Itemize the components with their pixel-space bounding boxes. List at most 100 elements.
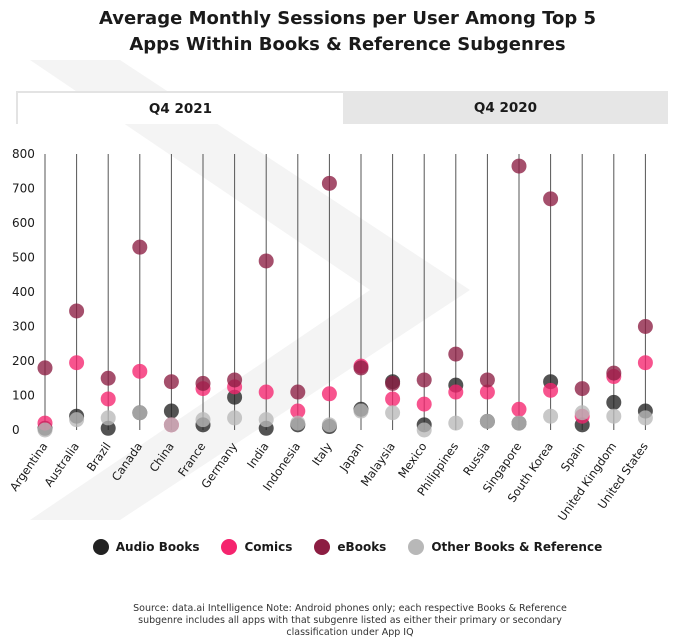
- y-tick-label: 200: [12, 354, 35, 368]
- legend-dot-ebooks: [314, 539, 331, 555]
- data-point: [606, 408, 622, 424]
- data-point: [163, 403, 179, 419]
- legend: Audio Books Comics eBooks Other Books & …: [0, 539, 695, 555]
- x-tick-label: Japan: [336, 440, 366, 475]
- data-point: [37, 360, 53, 376]
- data-point: [163, 374, 179, 390]
- data-point: [448, 346, 464, 362]
- tab-q4-2021[interactable]: Q4 2021: [16, 91, 343, 124]
- data-point: [543, 408, 559, 424]
- data-point: [132, 239, 148, 255]
- y-tick-label: 600: [12, 216, 35, 230]
- data-point: [69, 412, 85, 428]
- x-tick-label: China: [147, 440, 177, 475]
- data-point: [637, 319, 653, 334]
- data-point: [321, 417, 337, 433]
- data-point: [574, 381, 590, 397]
- data-point: [69, 303, 85, 319]
- period-tabs: Q4 2021 Q4 2020: [16, 91, 668, 124]
- chart-title: Average Monthly Sessions per User Among …: [0, 6, 695, 58]
- y-tick-label: 100: [12, 389, 35, 403]
- data-point: [132, 405, 148, 421]
- data-point: [416, 396, 432, 412]
- legend-dot-comics: [221, 539, 238, 555]
- x-tick-label: Canada: [109, 440, 146, 484]
- data-point: [448, 415, 464, 431]
- data-point: [353, 360, 369, 376]
- data-point: [543, 191, 559, 207]
- legend-label-other: Other Books & Reference: [431, 540, 603, 554]
- data-point: [258, 253, 274, 269]
- data-point: [163, 417, 179, 433]
- scatter-chart: 0100200300400500600700800ArgentinaAustra…: [7, 147, 653, 523]
- legend-dot-audio-books: [92, 539, 109, 555]
- y-tick-label: 500: [12, 251, 35, 265]
- y-tick-label: 0: [12, 423, 20, 437]
- source-line-2: subgenre includes all apps with that sub…: [138, 615, 562, 626]
- y-tick-label: 800: [12, 147, 35, 161]
- data-point: [511, 401, 527, 417]
- data-point: [574, 405, 590, 421]
- data-point: [290, 384, 306, 400]
- data-point: [321, 175, 337, 191]
- data-point: [511, 158, 527, 174]
- data-point: [37, 422, 53, 438]
- data-point: [100, 410, 116, 426]
- data-point: [69, 355, 85, 371]
- data-point: [258, 384, 274, 400]
- title-line-1: Average Monthly Sessions per User Among …: [98, 8, 597, 29]
- data-point: [227, 389, 243, 405]
- data-point: [385, 391, 401, 407]
- legend-item-ebooks: eBooks: [314, 539, 386, 555]
- data-point: [258, 412, 274, 428]
- x-tick-label: Argentina: [7, 440, 51, 494]
- legend-item-other: Other Books & Reference: [408, 539, 602, 555]
- title-line-2: Apps Within Books & Reference Subgenres: [129, 34, 566, 55]
- data-point: [385, 375, 401, 391]
- data-point: [543, 382, 559, 398]
- data-point: [195, 375, 211, 391]
- data-point: [227, 372, 243, 388]
- x-tick-label: Spain: [558, 440, 588, 474]
- data-point: [353, 403, 369, 419]
- data-point: [416, 372, 432, 388]
- data-point: [195, 412, 211, 428]
- tab-q4-2020[interactable]: Q4 2020: [343, 91, 668, 124]
- legend-label-comics: Comics: [244, 540, 293, 554]
- data-point: [100, 370, 116, 386]
- x-tick-label: Russia: [460, 440, 493, 478]
- y-tick-label: 300: [12, 320, 35, 334]
- data-point: [511, 415, 527, 431]
- x-tick-label: France: [175, 440, 208, 479]
- data-point: [290, 403, 306, 419]
- data-point: [606, 365, 622, 381]
- data-point: [479, 384, 495, 400]
- x-tick-label: Brazil: [84, 440, 114, 474]
- y-tick-label: 400: [12, 285, 35, 299]
- legend-dot-other: [408, 539, 425, 555]
- data-point: [637, 410, 653, 426]
- source-line-3: classification under App IQ: [286, 627, 414, 638]
- source-line-1: Source: data.ai Intelligence Note: Andro…: [133, 603, 567, 614]
- data-point: [479, 372, 495, 388]
- data-point: [290, 415, 306, 431]
- data-point: [321, 386, 337, 402]
- legend-item-comics: Comics: [221, 539, 292, 555]
- y-tick-label: 700: [12, 182, 35, 196]
- x-tick-label: Italy: [309, 440, 335, 469]
- legend-label-audio-books: Audio Books: [115, 540, 200, 554]
- data-point: [448, 384, 464, 400]
- data-point: [100, 420, 116, 436]
- legend-item-audio-books: Audio Books: [92, 539, 200, 555]
- data-point: [416, 422, 432, 438]
- data-point: [606, 394, 622, 410]
- data-point: [227, 410, 243, 426]
- data-point: [385, 405, 401, 421]
- data-point: [100, 391, 116, 407]
- data-point: [479, 413, 495, 429]
- source-note: Source: data.ai Intelligence Note: Andro…: [60, 603, 640, 639]
- legend-label-ebooks: eBooks: [337, 540, 387, 554]
- data-point: [637, 355, 653, 371]
- data-point: [132, 363, 148, 379]
